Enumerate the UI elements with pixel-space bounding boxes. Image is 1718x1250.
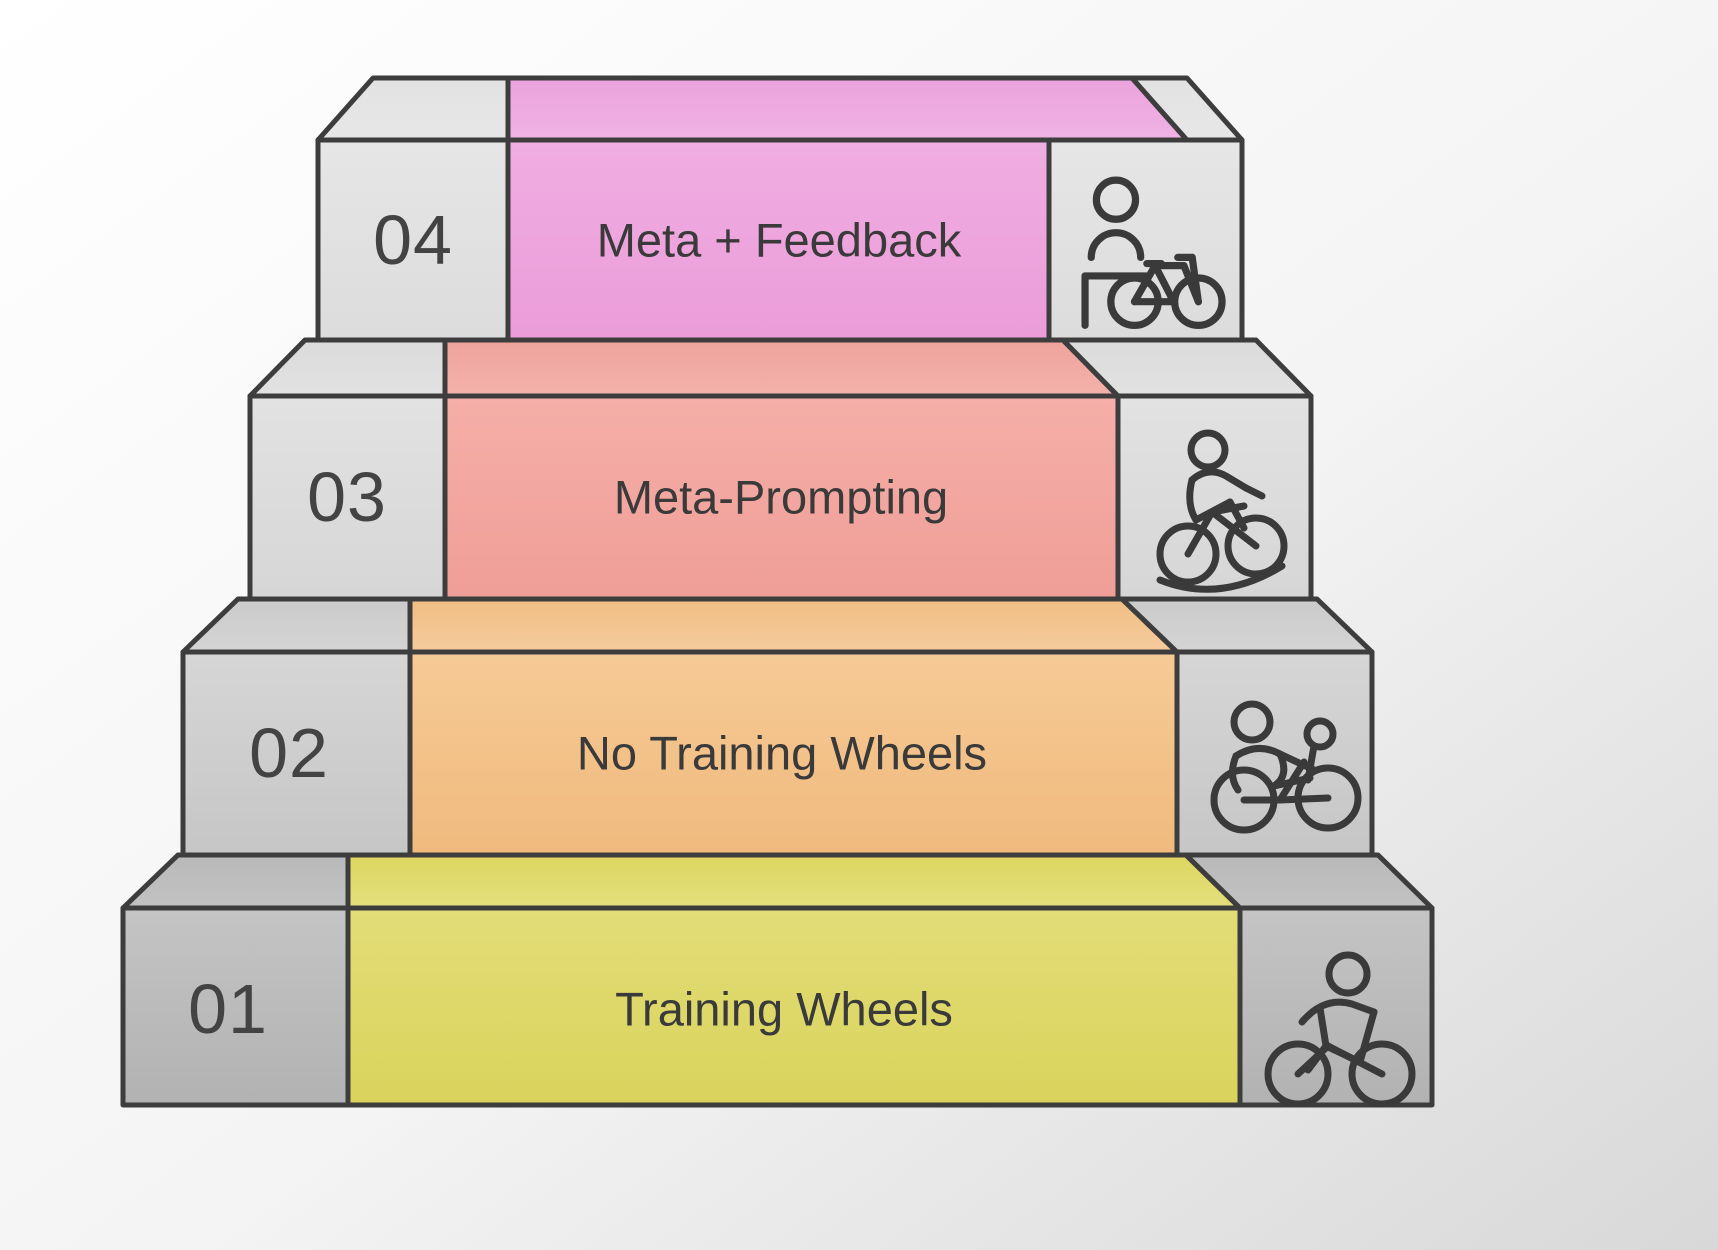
step-01-right-panel [1237, 905, 1435, 1108]
step-03-color-panel [442, 393, 1121, 602]
cyclist-racing-icon [1210, 700, 1362, 834]
step-02-color-top-face [407, 596, 1180, 655]
step-01-color-top-face [345, 852, 1243, 911]
step-04-color-top-face [505, 75, 1190, 143]
step-01-group[interactable] [120, 852, 1435, 1108]
step-04-color-panel [505, 137, 1052, 343]
step-03-group[interactable] [247, 337, 1314, 602]
step-04-right-panel [1046, 137, 1245, 343]
person-standing-with-bicycle-icon [1081, 176, 1226, 329]
step-01-left-panel [120, 905, 351, 1108]
step-02-color-panel [407, 649, 1180, 858]
step-02-group[interactable] [180, 596, 1375, 858]
step-04-left-panel [315, 137, 511, 343]
step-01-color-panel [345, 905, 1243, 1108]
step-03-left-panel [247, 393, 448, 602]
cyclist-leaning-icon [1156, 429, 1288, 593]
cyclist-upright-icon [1264, 951, 1416, 1108]
step-03-color-top-face [442, 337, 1121, 399]
step-04-group[interactable] [315, 75, 1245, 343]
step-02-left-panel [180, 649, 413, 858]
